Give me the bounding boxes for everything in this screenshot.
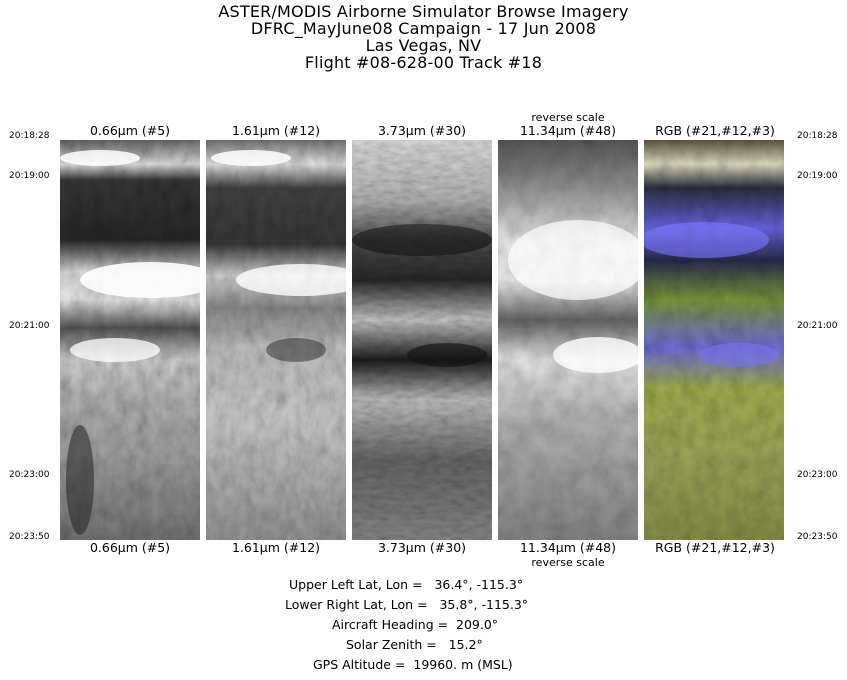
image-panel-1-61um (206, 140, 346, 540)
panel-label-bottom-2: 1.61μm (#12) (231, 540, 321, 555)
time-left-2: 20:19:00 (9, 171, 50, 181)
solar-zenith: Solar Zenith = 15.2° (346, 637, 483, 652)
time-right-5: 20:23:50 (797, 532, 838, 542)
panel-label-top-2: 1.61μm (#12) (231, 123, 321, 138)
panel-label-bottom-5: RGB (#21,#12,#3) (655, 540, 775, 555)
lower-right-lat-lon: Lower Right Lat, Lon = 35.8°, -115.3° (285, 597, 529, 612)
image-panel-11-34um (498, 140, 638, 540)
aircraft-heading: Aircraft Heading = 209.0° (332, 617, 499, 632)
image-panel-rgb (644, 140, 784, 540)
upper-left-lat-lon: Upper Left Lat, Lon = 36.4°, -115.3° (289, 577, 524, 592)
title-line-4: Flight #08-628-00 Track #18 (304, 53, 543, 72)
time-right-3: 20:21:00 (797, 321, 838, 331)
time-right-1: 20:18:28 (797, 131, 838, 141)
panel-label-top-3: 3.73μm (#30) (377, 123, 467, 138)
image-panel-0-66um (60, 140, 200, 540)
panel-note-bottom-4: reverse scale (531, 556, 605, 569)
panel-label-bottom-4: 11.34μm (#48) (519, 540, 617, 555)
panel-label-top-5: RGB (#21,#12,#3) (655, 123, 775, 138)
panel-label-top-4: 11.34μm (#48) (519, 123, 617, 138)
time-right-2: 20:19:00 (797, 171, 838, 181)
title-line-3: Las Vegas, NV (365, 36, 482, 55)
title-line-2: DFRC_MayJune08 Campaign - 17 Jun 2008 (250, 19, 597, 38)
time-left-1: 20:18:28 (9, 131, 50, 141)
title-line-1: ASTER/MODIS Airborne Simulator Browse Im… (218, 2, 629, 21)
gps-altitude: GPS Altitude = 19960. m (MSL) (313, 657, 513, 672)
time-left-4: 20:23:00 (9, 470, 50, 480)
time-left-3: 20:21:00 (9, 321, 50, 331)
time-right-4: 20:23:00 (797, 470, 838, 480)
panel-note-top-4: reverse scale (531, 111, 605, 124)
time-left-5: 20:23:50 (9, 532, 50, 542)
image-panel-3-73um (352, 140, 492, 540)
panel-label-bottom-3: 3.73μm (#30) (377, 540, 467, 555)
panel-label-bottom-1: 0.66μm (#5) (89, 540, 171, 555)
panel-label-top-1: 0.66μm (#5) (89, 123, 171, 138)
